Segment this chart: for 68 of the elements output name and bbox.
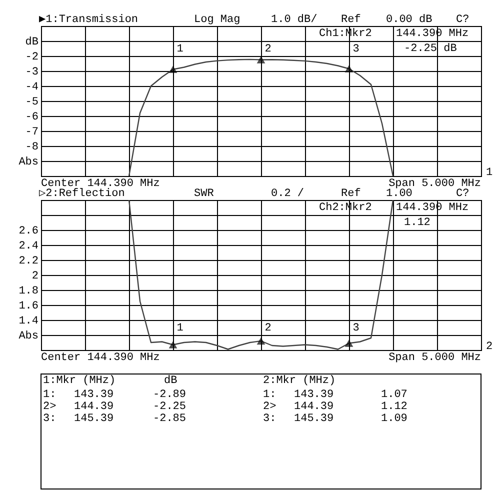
y-tick-label: 1.4: [18, 316, 39, 328]
y-tick-label: 1.8: [18, 286, 38, 298]
text: 3:: [43, 413, 56, 425]
chart-title: ▶1:Transmission: [39, 14, 138, 26]
text: 144.39: [294, 401, 334, 413]
text: 1.00: [386, 188, 412, 200]
text: 145.39: [294, 413, 334, 425]
series-label: 3: [352, 322, 360, 334]
line-series: [128, 58, 394, 176]
y-tick-label: 1.6: [18, 300, 38, 312]
series-label: 1: [176, 322, 184, 334]
chart-title: ▷2:Reflection: [39, 188, 125, 200]
text: 2>: [263, 401, 276, 413]
text: 2>: [43, 401, 56, 413]
y-tick-label: Abs: [18, 156, 38, 168]
text: 143.39: [74, 389, 114, 401]
text: 0.2 /: [271, 188, 304, 200]
text: 1.12: [381, 401, 408, 413]
text: 3:: [263, 413, 276, 425]
point: [256, 56, 266, 64]
text: 1:: [263, 389, 276, 401]
text: 144.39: [74, 401, 114, 413]
text: Log Mag: [194, 14, 240, 26]
y-tick-label: 2.6: [18, 226, 38, 238]
y-tick-label: 2.2: [18, 256, 38, 268]
text: 1: [486, 167, 493, 179]
text: Span 5.000 MHz: [388, 352, 481, 364]
text: Center 144.390 MHz: [41, 352, 160, 364]
text: C?: [456, 14, 470, 26]
text: 1:Mkr (MHz): [43, 375, 116, 387]
y-tick-label: 2.4: [18, 240, 39, 252]
text: Ref: [341, 14, 361, 26]
text: C?: [456, 188, 470, 200]
text: -2.89: [153, 389, 186, 401]
text: 2: [486, 341, 493, 353]
text: 2:Mkr (MHz): [263, 375, 336, 387]
text: -2.85: [153, 413, 186, 425]
y-tick-label: -4: [25, 82, 39, 94]
text: 143.39: [294, 389, 334, 401]
y-tick-label: -6: [25, 112, 38, 124]
text: -2.25: [153, 401, 186, 413]
y-tick-label: -3: [25, 66, 38, 78]
text: Ref: [341, 188, 361, 200]
point: [168, 66, 178, 73]
text: dB: [164, 375, 178, 387]
series-label: 3: [352, 44, 360, 56]
series-label: 2: [264, 322, 272, 334]
y-tick-label: Abs: [18, 330, 38, 342]
text: Span 5.000 MHz: [388, 178, 481, 190]
series-label: 1: [176, 44, 184, 56]
text: 1.0 dB/: [271, 14, 318, 26]
y-tick-label: -2: [25, 52, 38, 64]
y-tick-label: dB: [25, 36, 39, 48]
annotation: 1.12: [404, 217, 430, 229]
text: SWR: [194, 188, 214, 200]
text: 145.39: [74, 413, 114, 425]
annotation: -2.25 dB: [404, 43, 458, 55]
line-series: [128, 200, 394, 350]
y-tick-label: -5: [25, 96, 38, 108]
y-tick-label: -7: [25, 126, 38, 138]
point: [344, 65, 354, 72]
y-tick-label: 2: [32, 270, 38, 282]
text: 1:: [43, 389, 56, 401]
text: 1.09: [381, 413, 408, 425]
text: 1.07: [381, 389, 408, 401]
text: 0.00 dB: [386, 14, 433, 26]
y-tick-label: -8: [25, 142, 38, 154]
series-label: 2: [264, 44, 272, 56]
